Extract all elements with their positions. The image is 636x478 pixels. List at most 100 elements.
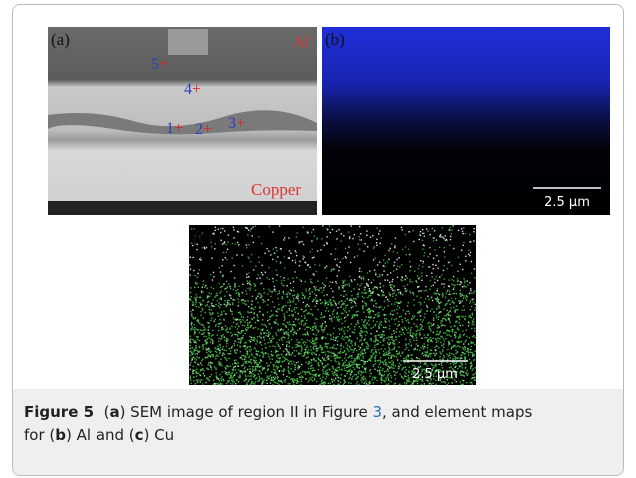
- speckle: [190, 369, 191, 370]
- speckle: [473, 324, 474, 325]
- speckle: [219, 298, 220, 299]
- speckle: [457, 271, 458, 272]
- speckle: [348, 340, 349, 341]
- speckle: [190, 287, 191, 288]
- speckle: [262, 351, 263, 352]
- speckle: [465, 340, 466, 341]
- speckle: [392, 336, 393, 337]
- speckle: [375, 324, 376, 325]
- speckle: [246, 330, 247, 331]
- speckle: [304, 354, 305, 355]
- speckle: [210, 367, 211, 368]
- speckle: [267, 304, 268, 305]
- speckle: [276, 280, 277, 281]
- speckle: [365, 287, 366, 288]
- speckle: [391, 377, 392, 378]
- speckle: [232, 372, 233, 373]
- speckle: [432, 364, 433, 365]
- speckle: [458, 257, 459, 258]
- speckle: [288, 383, 289, 384]
- speckle: [251, 354, 252, 355]
- speckle: [393, 362, 394, 363]
- speckle: [451, 265, 452, 266]
- speckle: [305, 262, 306, 263]
- speckle: [455, 346, 456, 347]
- speckle: [249, 312, 250, 313]
- speckle: [359, 236, 360, 237]
- speckle: [199, 269, 200, 270]
- speckle: [472, 353, 473, 354]
- speckle: [433, 311, 434, 312]
- speckle: [378, 340, 379, 341]
- speckle: [243, 363, 244, 364]
- caption-text[interactable]: 3: [372, 403, 382, 421]
- speckle: [212, 341, 213, 342]
- speckle: [281, 310, 282, 311]
- speckle: [234, 284, 235, 285]
- speckle: [240, 341, 241, 342]
- speckle: [255, 225, 256, 226]
- speckle: [421, 327, 422, 328]
- speckle: [470, 349, 471, 350]
- speckle: [444, 340, 445, 341]
- speckle: [306, 320, 307, 321]
- speckle: [338, 366, 339, 367]
- speckle: [383, 292, 384, 293]
- speckle: [252, 371, 253, 372]
- speckle: [235, 369, 236, 370]
- speckle: [323, 383, 324, 384]
- speckle: [225, 371, 226, 372]
- speckle: [348, 314, 349, 315]
- speckle: [312, 291, 313, 292]
- speckle: [277, 362, 278, 363]
- speckle: [346, 312, 347, 313]
- speckle: [250, 379, 251, 380]
- speckle: [386, 337, 387, 338]
- speckle: [331, 304, 332, 305]
- speckle: [308, 313, 309, 314]
- speckle: [333, 337, 334, 338]
- speckle: [218, 338, 219, 339]
- speckle: [354, 329, 355, 330]
- speckle: [308, 290, 309, 291]
- speckle: [443, 238, 444, 239]
- speckle: [359, 364, 360, 365]
- speckle: [462, 375, 463, 376]
- speckle: [236, 379, 237, 380]
- speckle: [422, 353, 423, 354]
- speckle: [223, 318, 224, 319]
- speckle: [379, 324, 380, 325]
- speckle: [457, 341, 458, 342]
- speckle: [385, 297, 386, 298]
- speckle: [219, 283, 220, 284]
- speckle: [445, 333, 446, 334]
- speckle: [354, 315, 355, 316]
- speckle: [196, 369, 197, 370]
- speckle: [201, 330, 202, 331]
- speckle: [421, 384, 422, 385]
- speckle: [343, 364, 344, 365]
- speckle: [396, 259, 397, 260]
- speckle: [262, 299, 263, 300]
- speckle: [354, 332, 355, 333]
- speckle: [263, 337, 264, 338]
- speckle: [471, 261, 472, 262]
- speckle: [409, 261, 410, 262]
- speckle: [439, 303, 440, 304]
- speckle: [398, 292, 399, 293]
- speckle: [270, 375, 271, 376]
- speckle: [303, 341, 304, 342]
- speckle: [326, 325, 327, 326]
- speckle: [221, 376, 222, 377]
- speckle: [304, 296, 305, 297]
- speckle: [189, 339, 190, 340]
- speckle: [397, 277, 398, 278]
- speckle: [307, 357, 308, 358]
- speckle: [234, 283, 235, 284]
- speckle: [195, 317, 196, 318]
- speckle: [232, 243, 233, 244]
- speckle: [214, 248, 215, 249]
- speckle: [227, 304, 228, 305]
- speckle: [334, 316, 335, 317]
- speckle: [473, 231, 474, 232]
